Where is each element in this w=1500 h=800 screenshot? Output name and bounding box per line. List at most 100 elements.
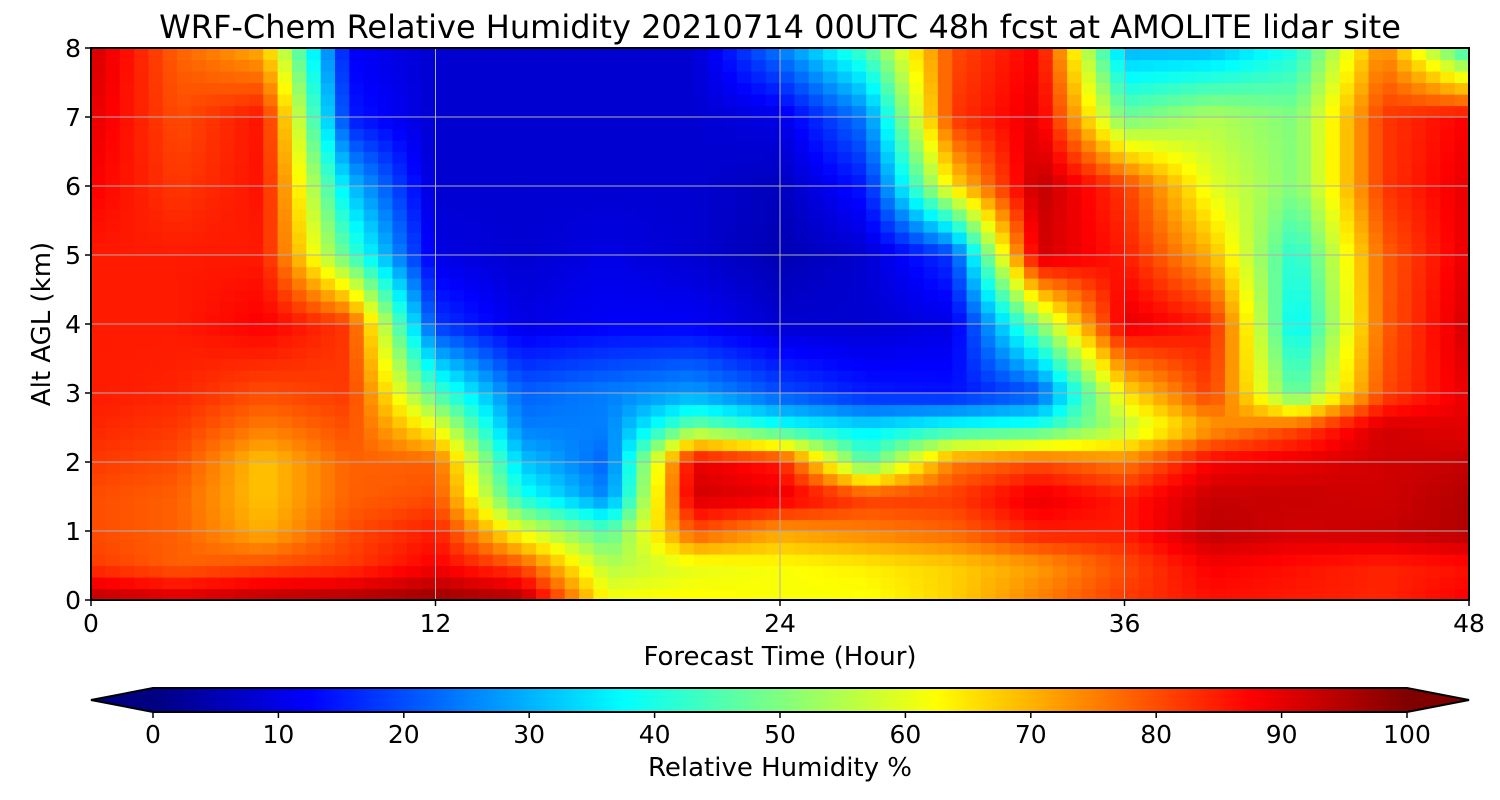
heatmap-cell [708,508,724,521]
heatmap-cell [406,117,422,130]
heatmap-cell [1239,370,1255,383]
heatmap-cell [291,577,307,590]
heatmap-cell [1296,289,1312,302]
heatmap-cell [980,531,996,544]
heatmap-cell [478,289,494,302]
heatmap-cell [1196,462,1212,475]
heatmap-cell [708,358,724,371]
heatmap-cell [923,335,939,348]
heatmap-cell [995,404,1011,417]
heatmap-cell [1253,462,1269,475]
heatmap-cell [1196,266,1212,279]
heatmap-cell [1110,301,1126,314]
heatmap-cell [980,450,996,463]
heatmap-cell [535,59,551,72]
heatmap-cell [1009,59,1025,72]
heatmap-cell [823,462,839,475]
heatmap-cell [1253,335,1269,348]
heatmap-cell [162,140,178,153]
heatmap-cell [923,416,939,429]
heatmap-cell [751,565,767,578]
heatmap-cell [521,186,537,199]
heatmap-cell [1440,416,1456,429]
heatmap-cell [1296,393,1312,406]
heatmap-cell [392,370,408,383]
heatmap-cell [880,416,896,429]
heatmap-cell [722,301,738,314]
heatmap-cell [478,243,494,256]
heatmap-cell [392,531,408,544]
heatmap-cell [866,82,882,95]
heatmap-cell [162,393,178,406]
heatmap-cell [205,554,221,567]
heatmap-cell [1210,209,1226,222]
heatmap-cell [320,197,336,210]
heatmap-cell [162,485,178,498]
heatmap-cell [521,82,537,95]
heatmap-cell [1095,140,1111,153]
heatmap-cell [449,577,465,590]
heatmap-cell [665,255,681,268]
x-tick-label: 24 [764,609,796,638]
heatmap-cell [894,312,910,325]
heatmap-cell [1311,416,1327,429]
heatmap-cell [1354,255,1370,268]
heatmap-cell [564,485,580,498]
heatmap-cell [435,174,451,187]
heatmap-cell [1081,588,1097,600]
heatmap-cell [349,255,365,268]
heatmap-cell [722,289,738,302]
heatmap-cell [263,140,279,153]
heatmap-cell [363,485,379,498]
heatmap-cell [306,393,322,406]
heatmap-cell [291,243,307,256]
heatmap-cell [1024,588,1039,600]
heatmap-cell [1268,151,1283,164]
heatmap-cell [550,209,566,222]
heatmap-cell [1095,174,1111,187]
heatmap-cell [363,94,379,107]
heatmap-cell [421,335,437,348]
heatmap-cell [1224,71,1240,84]
heatmap-cell [119,48,135,61]
heatmap-cell [923,554,939,567]
heatmap-cell [177,243,193,256]
heatmap-cell [823,186,839,199]
heatmap-cell [162,358,178,371]
heatmap-cell [535,128,551,141]
heatmap-cell [952,577,968,590]
heatmap-cell [1311,565,1327,578]
heatmap-cell [91,324,106,337]
heatmap-cell [866,301,882,314]
heatmap-cell [1325,519,1341,532]
heatmap-cell [751,381,767,394]
heatmap-cell [980,473,996,486]
heatmap-cell [1095,48,1111,61]
heatmap-cell [162,335,178,348]
heatmap-cell [751,209,767,222]
heatmap-cell [507,347,523,360]
heatmap-cell [1210,48,1226,61]
heatmap-cell [1124,186,1140,199]
heatmap-cell [1454,439,1469,452]
heatmap-cell [220,105,236,118]
heatmap-cell [1268,439,1283,452]
heatmap-cell [248,278,264,291]
heatmap-cell [449,312,465,325]
heatmap-cell [708,243,724,256]
heatmap-cell [91,163,106,176]
heatmap-cell [521,289,537,302]
heatmap-cell [263,117,279,130]
heatmap-cell [1282,496,1298,509]
heatmap-cell [1425,301,1441,314]
heatmap-cell [119,255,135,268]
heatmap-cell [177,94,193,107]
heatmap-cell [995,565,1011,578]
heatmap-cell [794,105,810,118]
heatmap-cell [291,266,307,279]
heatmap-cell [880,519,896,532]
heatmap-cell [162,186,178,199]
heatmap-cell [191,416,207,429]
heatmap-cell [1196,243,1212,256]
heatmap-cell [837,289,853,302]
